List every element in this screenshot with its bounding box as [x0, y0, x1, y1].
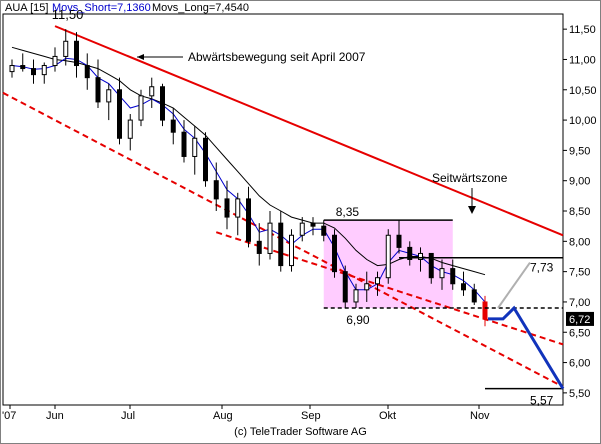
candle-body	[246, 198, 251, 242]
candle-body	[149, 86, 155, 97]
candle-body	[224, 198, 230, 218]
candle-body	[482, 301, 488, 320]
y-tick-label: 9,50	[569, 145, 590, 157]
candle-body	[235, 198, 241, 218]
x-tick-label: Okt	[379, 410, 396, 422]
candle-body	[364, 283, 370, 291]
y-tick-label: 11,00	[569, 54, 596, 66]
candle-body	[396, 234, 402, 248]
candle-body	[439, 268, 445, 279]
header-short-ma: Movs_Short=7,1360	[52, 2, 151, 14]
candle-body	[289, 234, 294, 267]
candle-body	[450, 268, 456, 285]
candle-body	[106, 89, 112, 103]
candle-body	[160, 86, 165, 121]
annotation-trend: Abwärtsbewegung seit April 2007	[188, 50, 366, 64]
candle-body	[52, 55, 58, 67]
y-tick-label: 6,50	[569, 327, 590, 339]
sideways-arrowhead	[468, 206, 476, 214]
annotation-8-35: 8,35	[336, 205, 360, 219]
projection-path	[488, 305, 565, 390]
annotation-6-90: 6,90	[346, 313, 370, 327]
candle-body	[127, 119, 133, 139]
candle-body	[385, 234, 391, 279]
candle-body	[256, 240, 262, 254]
annotation-high-11-50: 11,50	[52, 7, 84, 22]
candle-body	[203, 137, 208, 182]
candle-body	[117, 89, 122, 139]
candle-body	[63, 40, 69, 57]
candle-body	[31, 68, 36, 76]
last-price-label: 6,72	[569, 314, 590, 326]
lower-trendline	[2, 91, 564, 388]
annotation-5-57: 5,57	[530, 394, 554, 408]
candle-body	[407, 246, 413, 261]
y-tick-label: 6,00	[569, 358, 590, 370]
candle-body	[299, 222, 305, 236]
candle-body	[41, 65, 47, 76]
candle-body	[84, 65, 90, 79]
candle-body	[321, 225, 327, 236]
x-tick-label: '07	[2, 410, 16, 422]
header-long-ma: Movs_Long=7,4540	[152, 2, 249, 14]
annotation-sideways: Seitwärtszone	[432, 171, 508, 185]
candle-body	[278, 222, 284, 267]
y-tick-label: 10,50	[569, 85, 597, 97]
candle-body	[418, 252, 423, 261]
candle-body	[310, 222, 316, 227]
candle-body	[428, 252, 434, 279]
candle-body	[213, 180, 219, 200]
candle-body	[20, 65, 26, 70]
candle-body	[9, 65, 15, 73]
candle-body	[95, 77, 101, 103]
y-tick-label: 7,00	[569, 297, 590, 309]
y-tick-label: 11,50	[569, 24, 596, 36]
y-tick-label: 8,50	[569, 206, 590, 218]
x-tick-label: Aug	[213, 410, 233, 422]
candle-body	[181, 131, 187, 157]
y-tick-label: 10,00	[569, 115, 597, 127]
candle-body	[375, 277, 380, 285]
header-symbol: AUA [15]	[5, 2, 48, 14]
x-tick-label: Jul	[121, 410, 135, 422]
alt-projection-line	[497, 261, 531, 309]
copyright-footer: (c) TeleTrader Software AG	[234, 426, 367, 438]
x-tick-label: Nov	[470, 410, 490, 422]
candle-body	[332, 234, 337, 273]
candle-body	[170, 119, 176, 133]
middle-trendline	[215, 231, 564, 346]
y-tick-label: 8,00	[569, 236, 590, 248]
last-price-box	[566, 311, 594, 326]
candle-body	[74, 40, 79, 67]
y-tick-label: 5,50	[569, 388, 590, 400]
candle-body	[342, 271, 348, 303]
upper-trendline	[54, 25, 564, 237]
candle-body	[267, 222, 273, 254]
y-tick-label: 7,50	[569, 267, 590, 279]
x-tick-label: Sep	[301, 410, 321, 422]
candle-body	[138, 95, 144, 121]
annotation-arrowhead	[137, 54, 144, 60]
candle-body	[192, 137, 198, 157]
annotation-7-73: 7,73	[530, 261, 554, 275]
candle-body	[461, 283, 466, 291]
x-tick-label: Jun	[46, 410, 64, 422]
candle-body	[471, 289, 477, 303]
y-tick-label: 9,00	[569, 176, 590, 188]
candle-body	[353, 289, 359, 303]
